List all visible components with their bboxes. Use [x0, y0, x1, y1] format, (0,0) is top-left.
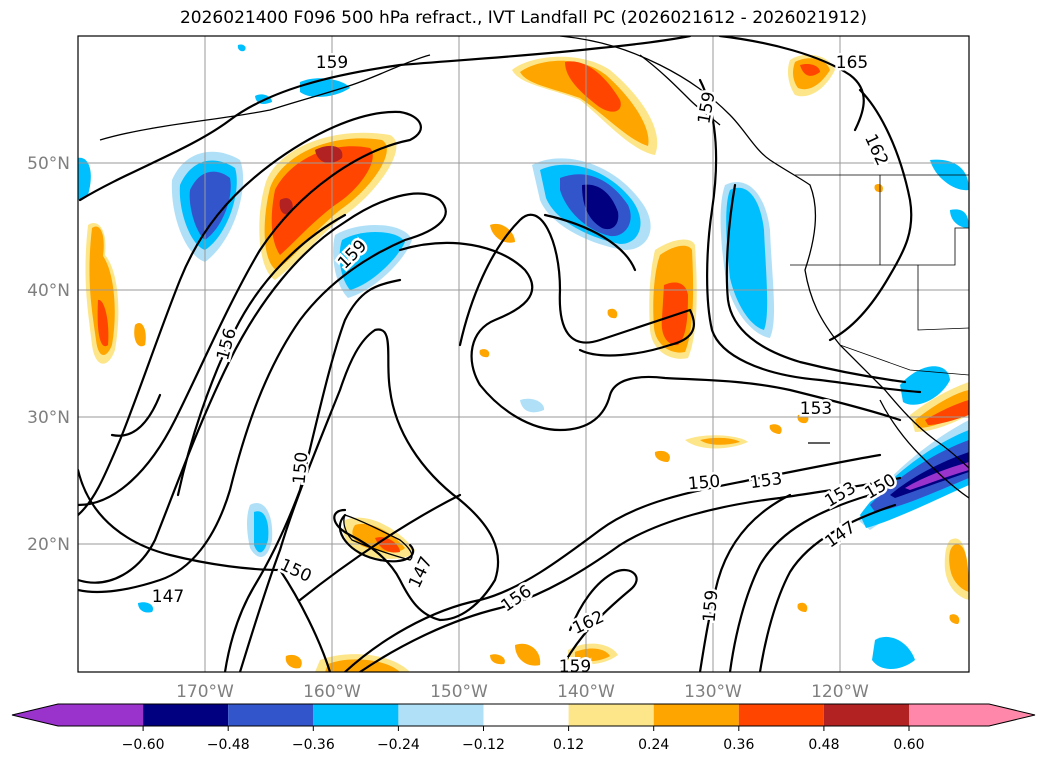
latitude-labels: 50°N 40°N 30°N 20°N — [27, 154, 70, 555]
refractivity-contours — [78, 36, 922, 672]
map-plot-area: 159 165 162 159 159 156 153 150 150 153 … — [78, 36, 969, 677]
contour-label: 159 — [316, 53, 348, 73]
coastlines — [99, 36, 969, 561]
contour-label: 150 — [290, 451, 313, 485]
lat-label: 20°N — [27, 535, 70, 555]
negative-anomaly-shading — [78, 44, 969, 669]
contour-label: 159 — [694, 90, 719, 125]
lon-label: 130°W — [684, 682, 742, 702]
colorbar-segment — [653, 704, 739, 726]
contour-label: 150 — [687, 472, 721, 495]
colorbar-tick-label: 0.60 — [893, 737, 924, 753]
contour-labels: 159 165 162 159 159 156 153 150 150 153 … — [149, 51, 902, 677]
colorbar-tick-label: −0.12 — [462, 737, 505, 753]
colorbar: −0.60 −0.48 −0.36 −0.24 −0.12 0.12 0.24 … — [11, 703, 1036, 753]
contour-label: 147 — [152, 587, 184, 607]
contour-label: 162 — [569, 607, 607, 639]
lat-label: 40°N — [27, 281, 70, 301]
colorbar-segment — [483, 704, 569, 726]
lon-label: 160°W — [303, 682, 361, 702]
contour-label: 159 — [700, 589, 723, 623]
contour-label: 156 — [498, 581, 536, 616]
colorbar-tick-label: 0.12 — [553, 737, 584, 753]
longitude-labels: 170°W 160°W 150°W 140°W 130°W 120°W — [176, 682, 869, 702]
contour-label: 153 — [749, 469, 784, 493]
colorbar-segment — [398, 704, 484, 726]
colorbar-tick-label: −0.36 — [292, 737, 335, 753]
contour-label: 147 — [822, 517, 860, 552]
contour-label: 147 — [405, 553, 437, 591]
lon-label: 150°W — [430, 682, 488, 702]
graticule — [78, 36, 969, 672]
contour-label: 159 — [559, 657, 591, 677]
colorbar-tick-label: −0.24 — [377, 737, 420, 753]
colorbar-tick-label: 0.24 — [638, 737, 669, 753]
colorbar-segment — [909, 704, 989, 726]
colorbar-tick-label: −0.60 — [122, 737, 165, 753]
contour-label: 165 — [836, 53, 868, 73]
colorbar-extend-low — [12, 704, 58, 726]
lon-label: 170°W — [176, 682, 234, 702]
map-title: 2026021400 F096 500 hPa refract., IVT La… — [179, 8, 867, 28]
contour-label: 150 — [277, 555, 315, 587]
colorbar-segment — [58, 704, 144, 726]
map-frame — [77, 35, 970, 673]
colorbar-segment — [568, 704, 654, 726]
colorbar-tick-label: −0.48 — [207, 737, 250, 753]
colorbar-tick-label: 0.48 — [808, 737, 839, 753]
contour-label: 156 — [213, 326, 241, 363]
colorbar-segment — [738, 704, 824, 726]
colorbar-segment — [143, 704, 229, 726]
colorbar-segment — [313, 704, 399, 726]
colorbar-segment — [823, 704, 909, 726]
positive-anomaly-shading — [85, 54, 969, 672]
lon-label: 120°W — [811, 682, 869, 702]
colorbar-tick-label: 0.36 — [723, 737, 754, 753]
colorbar-segment — [228, 704, 314, 726]
colorbar-extend-high — [989, 704, 1035, 726]
colorbar-ticks — [142, 726, 910, 731]
contour-label: 153 — [800, 399, 832, 419]
lat-label: 30°N — [27, 408, 70, 428]
lat-label: 50°N — [27, 154, 70, 174]
lon-label: 140°W — [557, 682, 615, 702]
